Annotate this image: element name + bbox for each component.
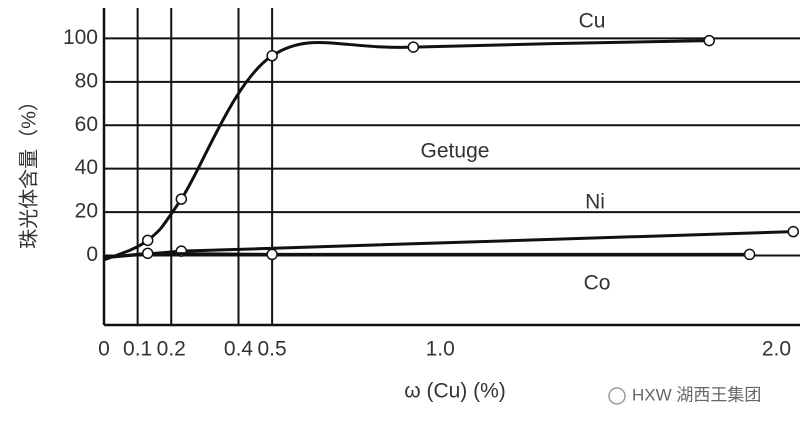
series-label: Ni (585, 191, 605, 214)
data-point (743, 248, 756, 261)
y-tick-label: 20 (75, 200, 98, 223)
x-tick-label: 1.0 (426, 338, 455, 361)
data-point (407, 41, 420, 53)
data-point (141, 234, 154, 247)
data-point (703, 34, 715, 47)
y-tick-label: 40 (75, 156, 98, 179)
series-line (103, 39, 710, 262)
watermark-icon (608, 387, 626, 405)
data-point (141, 247, 154, 260)
series-label: Cu (579, 10, 606, 33)
y-tick-label: 80 (75, 69, 98, 92)
series-line (103, 251, 750, 260)
y-tick-label: 100 (63, 26, 98, 49)
data-point (266, 50, 278, 62)
x-tick-label: 0 (98, 338, 110, 361)
x-tick-label: 0.4 (224, 338, 254, 361)
y-axis-label: 珠光体含量（%） (17, 91, 40, 249)
watermark: HXW 湖西王集团 (632, 385, 761, 404)
y-tick-label: 0 (86, 243, 98, 266)
x-tick-label: 0.2 (157, 338, 186, 361)
x-axis-label: ω (Cu) (%) (404, 380, 506, 403)
annotation: Getuge (421, 140, 490, 163)
data-point (175, 193, 188, 205)
series-label: Co (584, 272, 611, 295)
x-tick-label: 0.5 (258, 338, 287, 361)
x-tick-label: 0.1 (123, 338, 152, 361)
x-tick-label: 2.0 (762, 338, 791, 361)
y-tick-label: 60 (75, 113, 98, 136)
data-point (787, 225, 800, 238)
data-point (266, 248, 278, 261)
